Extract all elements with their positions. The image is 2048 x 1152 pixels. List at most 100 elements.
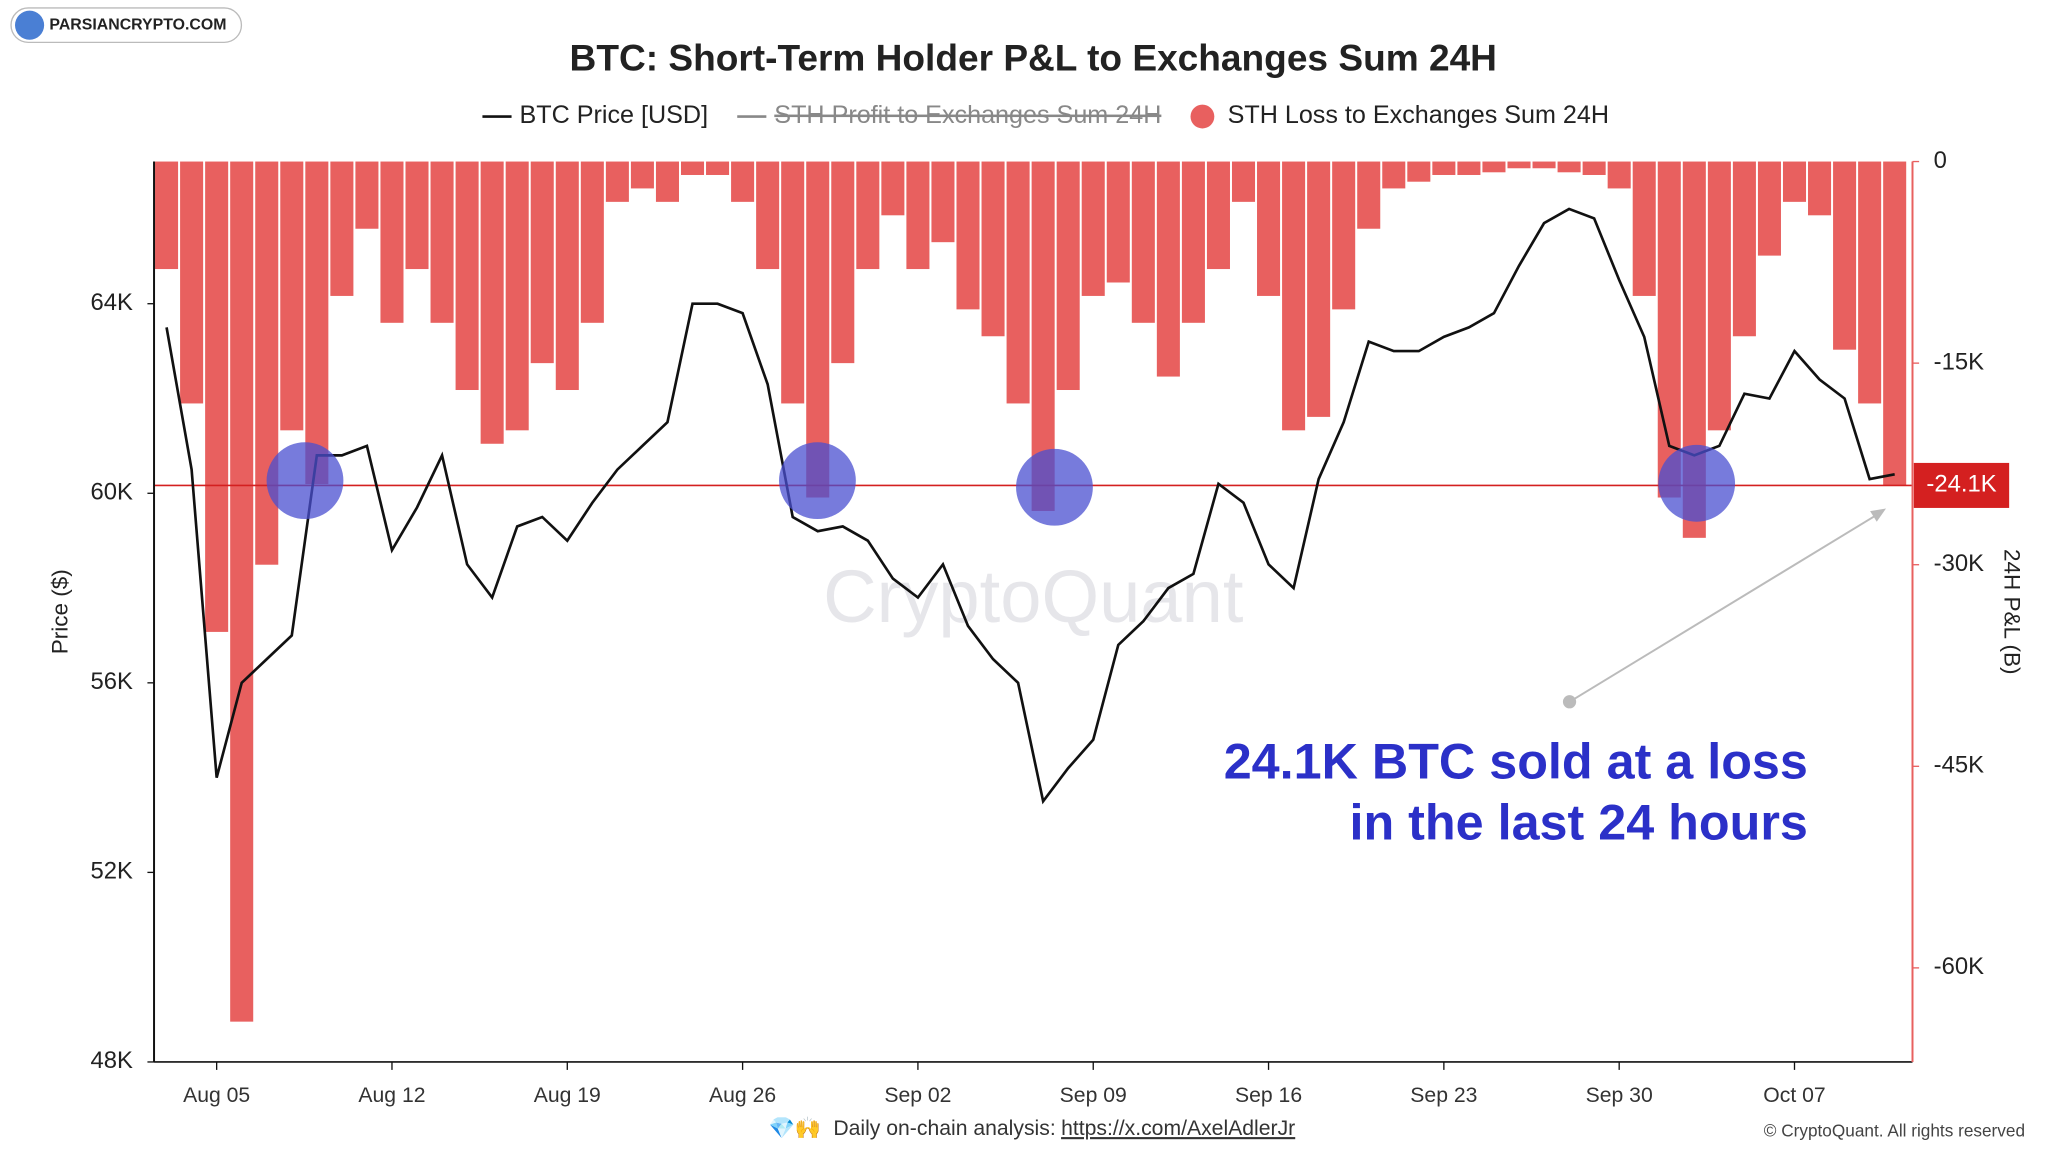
- loss-bar: [1131, 161, 1155, 323]
- y-tick-label: 48K: [90, 1047, 133, 1074]
- highlights: [266, 442, 1736, 526]
- highlight-circle: [1658, 444, 1736, 522]
- loss-bar: [956, 161, 980, 310]
- loss-bar: [405, 161, 429, 270]
- loss-bar: [380, 161, 404, 323]
- loss-bar: [981, 161, 1005, 337]
- highlight-circle: [779, 442, 856, 520]
- loss-bar: [1081, 161, 1105, 296]
- loss-bar: [1457, 161, 1481, 175]
- y-tick-label: 56K: [90, 668, 133, 695]
- x-tick-label: Sep 30: [1586, 1084, 1653, 1107]
- x-tick-label: Aug 05: [183, 1084, 250, 1107]
- loss-bar: [1382, 161, 1406, 189]
- legend-label: STH Loss to Exchanges Sum 24H: [1228, 101, 1609, 129]
- loss-bar: [355, 161, 379, 229]
- loss-bar: [731, 161, 755, 202]
- loss-bar: [180, 161, 204, 404]
- loss-bar: [1782, 161, 1807, 202]
- arrow-head: [1870, 508, 1887, 522]
- reference-label: -24.1K: [1926, 471, 1996, 498]
- legend: BTC Price [USD] STH Profit to Exchanges S…: [482, 101, 1609, 129]
- loss-bar: [1181, 161, 1205, 323]
- y-tick-label: 64K: [90, 289, 133, 316]
- loss-bar: [1206, 161, 1230, 270]
- highlight-circle: [266, 442, 344, 520]
- loss-bar: [856, 161, 880, 270]
- loss-bar: [1557, 161, 1581, 173]
- x-tick-label: Aug 19: [534, 1084, 601, 1107]
- loss-bar: [605, 161, 629, 202]
- loss-bar: [1532, 161, 1556, 169]
- legend-label: STH Profit to Exchanges Sum 24H: [774, 101, 1161, 129]
- loss-bar: [1808, 161, 1832, 216]
- plot: 48K 52K 56K 60K 64K -60K -45K -30K -15K 0 Aug 05 Au…: [90, 101, 2010, 1107]
- watermark: CryptoQuant: [823, 555, 1244, 638]
- loss-bar: [706, 161, 730, 175]
- x-tick-label: Sep 23: [1410, 1084, 1477, 1107]
- chart-title: BTC: Short-Term Holder P&L to Exchanges …: [570, 37, 1497, 79]
- loss-bar: [205, 161, 229, 632]
- annotation-line: in the last 24 hours: [1350, 794, 1808, 851]
- loss-bar: [555, 161, 579, 391]
- loss-bar: [1732, 161, 1756, 337]
- footer-link[interactable]: https://x.com/AxelAdlerJr: [1061, 1117, 1295, 1140]
- loss-bar: [881, 161, 905, 216]
- loss-bar: [1883, 161, 1907, 486]
- loss-bar: [305, 161, 329, 485]
- loss-bar: [1257, 161, 1281, 296]
- loss-bar: [756, 161, 780, 270]
- annotation-arrow: [1569, 511, 1882, 703]
- loss-bar: [1056, 161, 1080, 391]
- loss-bar: [1407, 161, 1431, 182]
- loss-bar: [655, 161, 679, 202]
- loss-bar: [455, 161, 479, 391]
- loss-bar: [680, 161, 705, 175]
- loss-bar: [480, 161, 504, 444]
- loss-bar: [1156, 161, 1180, 377]
- loss-bar: [1231, 161, 1256, 202]
- loss-bar: [1282, 161, 1306, 431]
- loss-bar: [831, 161, 855, 364]
- loss-bar: [1332, 161, 1356, 310]
- footer-icons: 💎🙌: [768, 1116, 821, 1140]
- loss-bar: [1507, 161, 1531, 169]
- x-tick-label: Oct 07: [1763, 1084, 1825, 1107]
- loss-bar: [155, 161, 179, 270]
- y2-tick-label: -45K: [1934, 752, 1984, 779]
- y2-tick-label: -30K: [1934, 550, 1984, 577]
- x-tick-label: Sep 09: [1060, 1084, 1127, 1107]
- loss-bar: [1833, 161, 1857, 350]
- loss-bar: [1482, 161, 1506, 173]
- loss-bar: [1031, 161, 1055, 511]
- y2-tick-label: 0: [1934, 147, 1947, 174]
- loss-bar: [806, 161, 830, 498]
- legend-swatch: [1190, 104, 1215, 129]
- logo-text: PARSIANCRYPTO.COM: [49, 16, 226, 33]
- y2-tick-label: -60K: [1934, 953, 1984, 980]
- y2-axis-title: 24H P&L (B): [2000, 549, 2025, 674]
- footer: Daily on-chain analysis:: [833, 1117, 1055, 1140]
- annotation-line: 24.1K BTC sold at a loss: [1224, 733, 1808, 790]
- reference-label-box: [1913, 462, 2010, 508]
- loss-bar: [630, 161, 654, 189]
- copyright: © CryptoQuant. All rights reserved: [1764, 1121, 2025, 1141]
- loss-bar: [1632, 161, 1656, 296]
- logo-icon: [15, 10, 45, 40]
- loss-bar: [430, 161, 454, 323]
- loss-bar: [1307, 161, 1331, 417]
- loss-bar: [1858, 161, 1882, 404]
- logo: PARSIANCRYPTO.COM: [10, 7, 243, 44]
- y-tick-label: 52K: [90, 858, 133, 885]
- loss-bar: [330, 161, 354, 296]
- logo-frame: [10, 7, 243, 44]
- loss-bar: [1432, 161, 1456, 175]
- legend-label: BTC Price [USD]: [520, 101, 709, 129]
- y-axis-title: Price ($): [47, 569, 72, 654]
- loss-bar: [931, 161, 955, 243]
- loss-bar: [1657, 161, 1681, 498]
- loss-bar: [1682, 161, 1706, 538]
- y-tick-label: 60K: [90, 479, 133, 506]
- loss-bar: [530, 161, 554, 364]
